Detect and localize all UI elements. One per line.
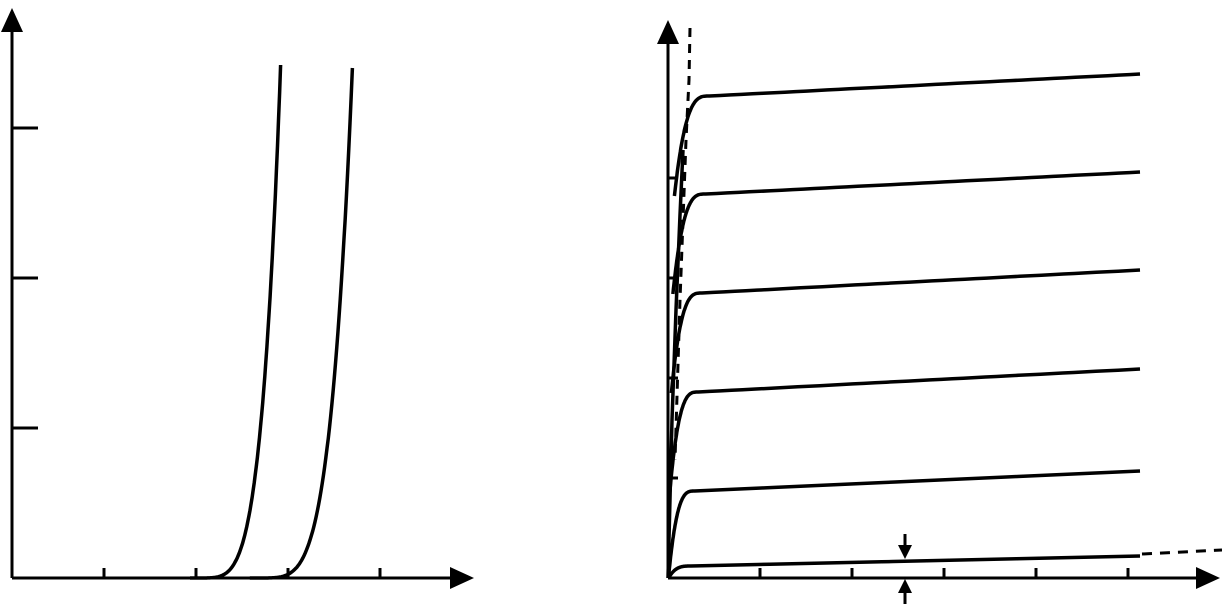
left-y-ticks bbox=[12, 126, 38, 430]
output-curve-5 bbox=[671, 170, 1141, 295]
transfer-curve-2 bbox=[249, 67, 355, 580]
linear-region-boundary-dashed bbox=[673, 27, 692, 461]
output-curve-3 bbox=[668, 367, 1141, 493]
transfer-curves bbox=[190, 64, 355, 580]
output-curve-6 bbox=[672, 72, 1141, 197]
output-curve-1 bbox=[666, 554, 1141, 579]
output-curves bbox=[666, 72, 1141, 579]
output-characteristic-panel bbox=[657, 20, 1222, 604]
gap-marker bbox=[898, 534, 912, 604]
gap-arrow-up-head bbox=[898, 579, 912, 593]
right-x-ticks bbox=[758, 568, 1130, 578]
output-curve-4 bbox=[669, 268, 1141, 394]
right-x-axis-arrowhead bbox=[1196, 567, 1220, 589]
baseline-dashed-extension bbox=[1141, 548, 1222, 556]
output-curve-2 bbox=[666, 469, 1141, 579]
gap-arrow-down-head bbox=[898, 545, 912, 559]
left-y-axis-arrowhead bbox=[1, 8, 23, 32]
transfer-curve-1 bbox=[190, 64, 283, 580]
left-x-axis-arrowhead bbox=[450, 567, 474, 589]
right-y-axis-arrowhead bbox=[657, 20, 679, 44]
transfer-characteristic-panel bbox=[1, 8, 474, 589]
